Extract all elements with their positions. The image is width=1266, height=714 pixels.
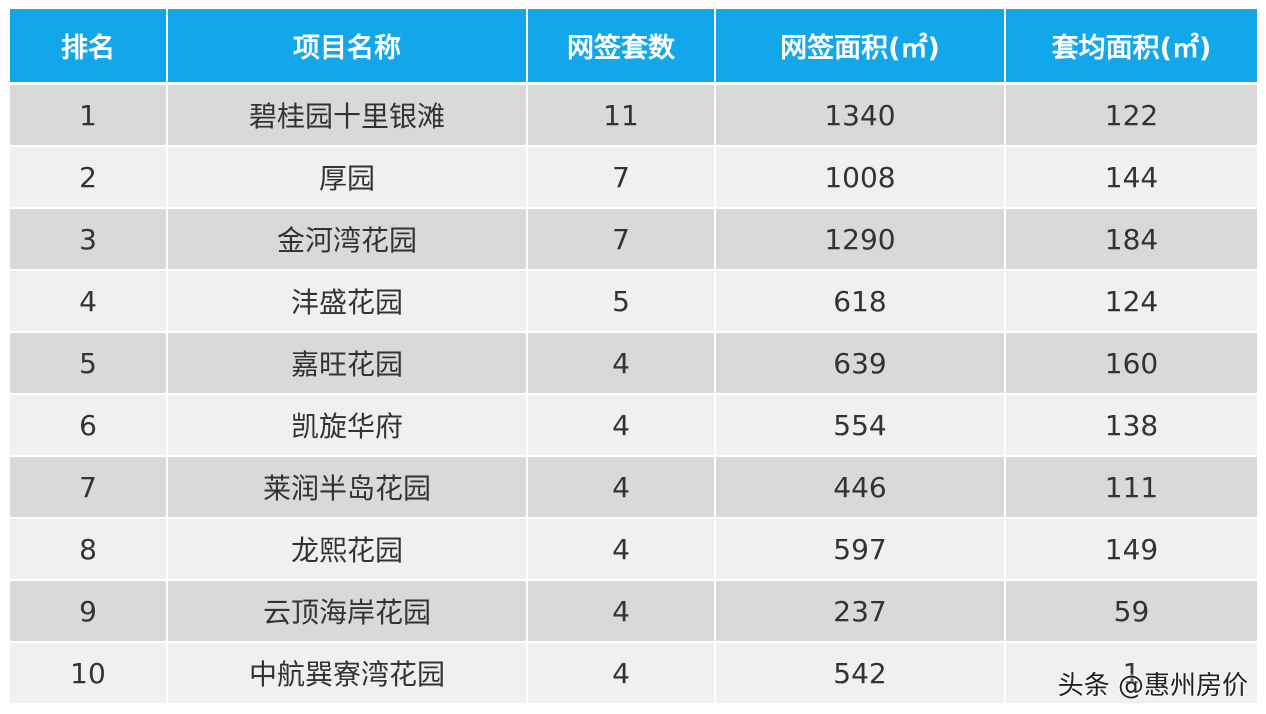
cell-project-name: 嘉旺花园 xyxy=(168,333,528,395)
ranking-table: 排名 项目名称 网签套数 网签面积(㎡) 套均面积(㎡) 1 碧桂园十里银滩 1… xyxy=(10,9,1257,705)
cell-rank: 3 xyxy=(10,209,168,271)
cell-signed-units: 7 xyxy=(528,147,716,209)
table-header-row: 排名 项目名称 网签套数 网签面积(㎡) 套均面积(㎡) xyxy=(10,9,1257,85)
cell-average-area: 59 xyxy=(1006,581,1257,643)
cell-rank: 5 xyxy=(10,333,168,395)
cell-rank: 7 xyxy=(10,457,168,519)
table-row: 8 龙熙花园 4 597 149 xyxy=(10,519,1257,581)
cell-rank: 9 xyxy=(10,581,168,643)
cell-signed-units: 11 xyxy=(528,85,716,147)
cell-signed-units: 4 xyxy=(528,457,716,519)
cell-signed-units: 4 xyxy=(528,581,716,643)
cell-project-name: 碧桂园十里银滩 xyxy=(168,85,528,147)
cell-project-name: 沣盛花园 xyxy=(168,271,528,333)
table-row: 4 沣盛花园 5 618 124 xyxy=(10,271,1257,333)
cell-signed-area: 639 xyxy=(716,333,1006,395)
cell-signed-area: 542 xyxy=(716,643,1006,705)
watermark: 头条 @惠州房价 xyxy=(1057,671,1248,701)
cell-average-area: 149 xyxy=(1006,519,1257,581)
cell-rank: 4 xyxy=(10,271,168,333)
cell-signed-area: 1340 xyxy=(716,85,1006,147)
cell-signed-units: 4 xyxy=(528,643,716,705)
cell-rank: 10 xyxy=(10,643,168,705)
cell-project-name: 中航巽寮湾花园 xyxy=(168,643,528,705)
cell-signed-units: 7 xyxy=(528,209,716,271)
column-header-rank: 排名 xyxy=(10,9,168,85)
cell-signed-area: 446 xyxy=(716,457,1006,519)
cell-signed-units: 4 xyxy=(528,519,716,581)
cell-project-name: 云顶海岸花园 xyxy=(168,581,528,643)
column-header-signed-units: 网签套数 xyxy=(528,9,716,85)
cell-average-area: 124 xyxy=(1006,271,1257,333)
cell-signed-units: 4 xyxy=(528,333,716,395)
cell-average-area: 122 xyxy=(1006,85,1257,147)
cell-average-area: 1 xyxy=(1006,643,1257,705)
cell-average-area: 184 xyxy=(1006,209,1257,271)
table-row: 10 中航巽寮湾花园 4 542 1 xyxy=(10,643,1257,705)
cell-signed-area: 1290 xyxy=(716,209,1006,271)
cell-average-area: 111 xyxy=(1006,457,1257,519)
table-row: 7 莱润半岛花园 4 446 111 xyxy=(10,457,1257,519)
table-row: 6 凯旋华府 4 554 138 xyxy=(10,395,1257,457)
column-header-signed-area: 网签面积(㎡) xyxy=(716,9,1006,85)
column-header-average-area: 套均面积(㎡) xyxy=(1006,9,1257,85)
table-row: 9 云顶海岸花园 4 237 59 xyxy=(10,581,1257,643)
table-row: 1 碧桂园十里银滩 11 1340 122 xyxy=(10,85,1257,147)
cell-signed-area: 597 xyxy=(716,519,1006,581)
cell-average-area: 160 xyxy=(1006,333,1257,395)
cell-project-name: 金河湾花园 xyxy=(168,209,528,271)
cell-signed-units: 5 xyxy=(528,271,716,333)
cell-rank: 1 xyxy=(10,85,168,147)
cell-rank: 6 xyxy=(10,395,168,457)
cell-signed-area: 237 xyxy=(716,581,1006,643)
cell-average-area: 138 xyxy=(1006,395,1257,457)
table-row: 5 嘉旺花园 4 639 160 xyxy=(10,333,1257,395)
cell-signed-area: 1008 xyxy=(716,147,1006,209)
cell-rank: 2 xyxy=(10,147,168,209)
cell-rank: 8 xyxy=(10,519,168,581)
cell-project-name: 龙熙花园 xyxy=(168,519,528,581)
cell-average-area: 144 xyxy=(1006,147,1257,209)
ranking-table-container: 排名 项目名称 网签套数 网签面积(㎡) 套均面积(㎡) 1 碧桂园十里银滩 1… xyxy=(10,9,1257,705)
cell-project-name: 厚园 xyxy=(168,147,528,209)
table-row: 2 厚园 7 1008 144 xyxy=(10,147,1257,209)
cell-project-name: 莱润半岛花园 xyxy=(168,457,528,519)
table-row: 3 金河湾花园 7 1290 184 xyxy=(10,209,1257,271)
cell-project-name: 凯旋华府 xyxy=(168,395,528,457)
cell-signed-area: 554 xyxy=(716,395,1006,457)
cell-signed-area: 618 xyxy=(716,271,1006,333)
column-header-project-name: 项目名称 xyxy=(168,9,528,85)
cell-signed-units: 4 xyxy=(528,395,716,457)
